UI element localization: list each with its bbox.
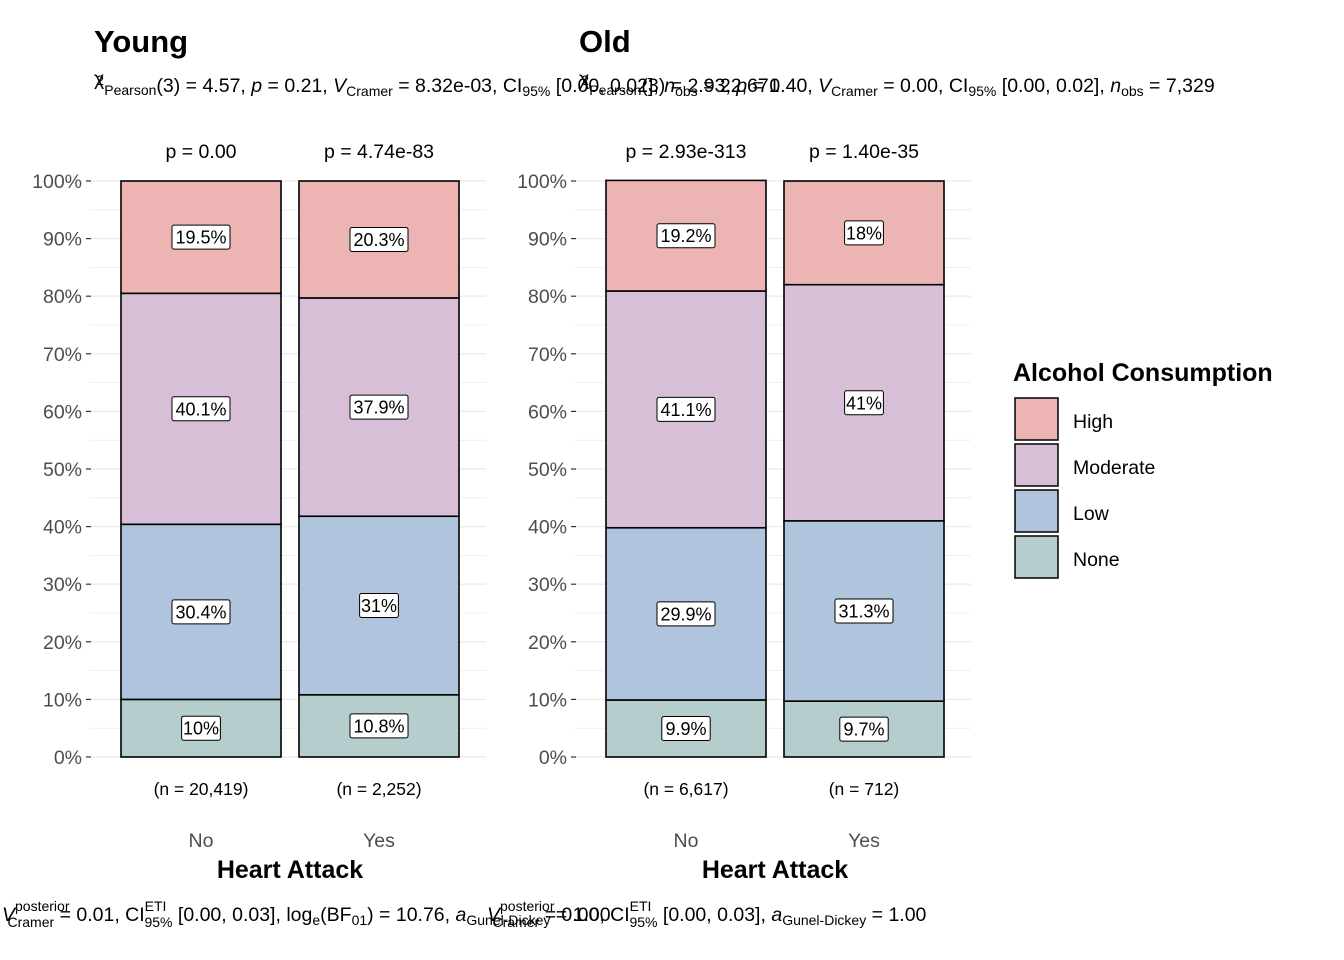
- segment-label-box: [359, 593, 399, 619]
- panel-subtitle-young: 2χPearson(3) = 4.57, p = 0.21, VCramer =…: [94, 68, 780, 99]
- y-tick-label: 80%: [528, 286, 567, 308]
- n-label-young-yes: (n = 2,252): [336, 779, 421, 799]
- y-axis-young: 0% 10% 20% 30% 40% 50% 60% 70% 80% 90% 100%: [32, 171, 91, 769]
- x-axis-title-young: Heart Attack: [217, 856, 363, 884]
- segment-label-box: [844, 390, 884, 416]
- p-value-young-yes: p = 4.74e-83: [324, 141, 434, 163]
- p-value-old-no: p = 2.93e-313: [626, 141, 747, 163]
- legend-swatch-high: [1014, 397, 1059, 441]
- segment-label: 31.3%: [838, 601, 889, 621]
- legend-label-low: Low: [1073, 503, 1110, 525]
- segment-label: 30.4%: [175, 602, 226, 622]
- y-tick-label: 50%: [43, 459, 82, 481]
- segment-label: 40.1%: [175, 399, 226, 419]
- segment-labels-young: 10% 30.4% 40.1% 19.5% 10.8% 31% 37.9% 20.3%: [171, 224, 409, 741]
- segment-label: 10.8%: [353, 716, 404, 736]
- y-tick-label: 60%: [43, 401, 82, 423]
- segment-label-box: [349, 713, 409, 739]
- segment-label-box: [844, 220, 884, 246]
- segment-label: 18%: [846, 223, 882, 243]
- legend-swatch-low: [1014, 489, 1059, 533]
- panel-title-young: Young: [94, 24, 188, 59]
- y-tick-label: 50%: [528, 459, 567, 481]
- y-tick-label: 90%: [528, 229, 567, 251]
- segment-label: 10%: [183, 719, 219, 739]
- segment-label-box: [349, 226, 409, 252]
- segment-label-box: [349, 394, 409, 420]
- legend-label-none: None: [1073, 549, 1120, 571]
- y-tick-label: 70%: [43, 344, 82, 366]
- x-tick-young-no: No: [189, 830, 214, 852]
- y-tick-label: 40%: [43, 517, 82, 539]
- segment-label: 9.9%: [665, 719, 706, 739]
- segment-label: 9.7%: [843, 720, 884, 740]
- segment-label-box: [656, 223, 716, 249]
- segment-labels-old: 9.9% 29.9% 41.1% 19.2% 9.7% 31.3% 41% 18%: [656, 220, 894, 742]
- n-label-young-no: (n = 20,419): [154, 779, 249, 799]
- segment-label: 20.3%: [353, 230, 404, 250]
- segment-label: 31%: [361, 596, 397, 616]
- legend-label-moderate: Moderate: [1073, 457, 1155, 479]
- legend-swatch-none: [1014, 535, 1059, 579]
- legend-title: Alcohol Consumption: [1013, 359, 1273, 387]
- x-tick-old-yes: Yes: [848, 830, 880, 852]
- y-tick-label: 0%: [54, 747, 82, 769]
- segment-label-box: [656, 396, 716, 422]
- y-tick-label: 100%: [517, 171, 567, 193]
- segment-label-box: [171, 396, 231, 422]
- legend: Alcohol Consumption High Moderate Low No…: [1013, 359, 1273, 579]
- y-tick-label: 20%: [43, 632, 82, 654]
- y-tick-label: 100%: [32, 171, 82, 193]
- legend-label-high: High: [1073, 411, 1113, 433]
- segment-label: 19.5%: [175, 228, 226, 248]
- y-tick-label: 80%: [43, 286, 82, 308]
- segment-label: 41.1%: [660, 400, 711, 420]
- n-label-old-yes: (n = 712): [829, 779, 900, 799]
- caption-old: Vposterior Cramer = 0.00, CIETI 95% [0.00,…: [487, 898, 927, 930]
- p-value-young-no: p = 0.00: [165, 141, 236, 163]
- x-tick-young-yes: Yes: [363, 830, 395, 852]
- caption-young: Vposterior Cramer = 0.01, CIETI 95% [0.00,…: [2, 898, 611, 930]
- panel-old: Old 2χPearson(3) = 2.93, p = 0.40, VCram…: [487, 24, 1215, 930]
- panel-young: Young 2χPearson(3) = 4.57, p = 0.21, VCr…: [2, 24, 780, 930]
- segment-label-box: [661, 715, 711, 741]
- segment-label: 19.2%: [660, 226, 711, 246]
- y-tick-label: 70%: [528, 344, 567, 366]
- y-tick-label: 40%: [528, 517, 567, 539]
- y-tick-label: 20%: [528, 632, 567, 654]
- segment-label: 37.9%: [353, 398, 404, 418]
- y-tick-label: 90%: [43, 229, 82, 251]
- panel-title-old: Old: [579, 24, 631, 59]
- segment-label-box: [181, 715, 221, 741]
- segment-label: 29.9%: [660, 604, 711, 624]
- segment-label-box: [834, 598, 894, 624]
- y-tick-label: 0%: [539, 747, 567, 769]
- segment-label-box: [656, 601, 716, 627]
- legend-swatch-moderate: [1014, 443, 1059, 487]
- y-axis-old: 0% 10% 20% 30% 40% 50% 60% 70% 80% 90% 100%: [517, 171, 576, 769]
- y-tick-label: 60%: [528, 401, 567, 423]
- y-tick-label: 10%: [528, 689, 567, 711]
- segment-label-box: [171, 599, 231, 625]
- p-value-old-yes: p = 1.40e-35: [809, 141, 919, 163]
- segment-label-box: [171, 224, 231, 250]
- panel-subtitle-old: 2χPearson(3) = 2.93, p = 0.40, VCramer =…: [579, 68, 1215, 99]
- bar-young-no-none: [120, 698, 282, 758]
- x-tick-old-no: No: [674, 830, 699, 852]
- x-axis-title-old: Heart Attack: [702, 856, 848, 884]
- segment-label-box: [839, 716, 889, 742]
- segment-label: 41%: [846, 393, 882, 413]
- n-label-old-no: (n = 6,617): [643, 779, 728, 799]
- bars-old: [605, 179, 945, 758]
- y-tick-label: 10%: [43, 689, 82, 711]
- y-tick-label: 30%: [528, 574, 567, 596]
- y-tick-label: 30%: [43, 574, 82, 596]
